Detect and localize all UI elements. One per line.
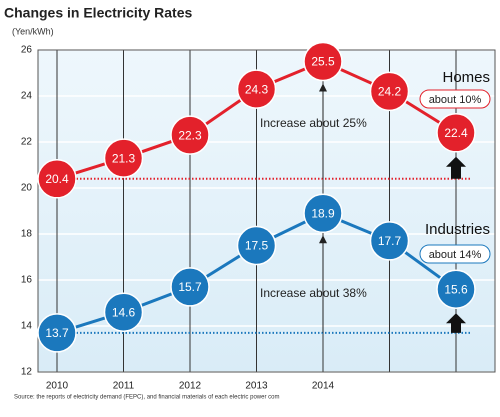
annotation: Increase about 25% — [260, 116, 367, 130]
data-label: 15.7 — [178, 280, 202, 294]
legend-label: Industries — [425, 221, 490, 238]
annotation-box — [419, 244, 491, 264]
x-tick-label: 2012 — [179, 381, 202, 392]
y-axis-label: (Yen/kWh) — [12, 26, 54, 36]
x-tick-label: 2010 — [46, 381, 69, 392]
data-label: 18.9 — [311, 206, 335, 220]
data-point — [37, 159, 77, 199]
data-label: 25.5 — [311, 55, 335, 69]
legend-label: Homes — [442, 69, 490, 86]
x-tick-label: 2014 — [312, 381, 335, 392]
data-point — [436, 113, 476, 153]
data-point — [303, 193, 343, 234]
source-note: Source: the reports of electricity deman… — [14, 395, 279, 401]
data-label: 22.3 — [178, 128, 202, 142]
data-label: 21.3 — [112, 151, 136, 165]
data-point — [103, 138, 144, 178]
data-label: 14.6 — [112, 305, 136, 319]
annotations: Increase about 25% Increase about 38% ab… — [260, 89, 491, 300]
arrow-head — [319, 83, 327, 92]
annotation: Increase about 38% — [260, 286, 367, 300]
y-tick-label: 24 — [21, 91, 33, 102]
marks: 20.4 21.3 22.3 24.3 25.5 24.2 22.4 Homes 13.7 14.… — [37, 41, 490, 353]
data-point — [103, 292, 144, 332]
y-tick-label: 12 — [21, 367, 33, 378]
data-label: 17.5 — [245, 239, 269, 253]
annotation: about 14% — [429, 249, 482, 261]
arrow-head — [319, 235, 327, 244]
data-point — [170, 115, 210, 155]
y-tick-label: 26 — [21, 45, 33, 56]
data-label: 17.7 — [378, 234, 402, 248]
data-point — [436, 269, 476, 309]
data-point — [236, 69, 277, 109]
data-point — [303, 41, 343, 82]
data-point — [170, 267, 210, 307]
data-label: 20.4 — [45, 172, 69, 186]
annotation-box — [419, 89, 491, 109]
y-tick-label: 20 — [21, 183, 33, 194]
x-tick-label: 2011 — [113, 381, 135, 392]
x-tick-label: 2013 — [245, 381, 268, 392]
data-point — [236, 225, 277, 266]
y-tick-label: 16 — [21, 275, 33, 286]
data-point — [369, 221, 410, 261]
y-tick-label: 14 — [21, 321, 33, 332]
plot-border — [37, 49, 496, 373]
data-label: 13.7 — [45, 326, 69, 340]
annotation: about 10% — [429, 94, 482, 106]
data-label: 24.2 — [378, 85, 402, 99]
data-label: 22.4 — [444, 126, 468, 140]
y-tick-label: 18 — [21, 229, 33, 240]
y-tick-label: 22 — [21, 137, 33, 148]
data-label: 15.6 — [444, 282, 468, 296]
data-label: 24.3 — [245, 82, 269, 96]
chart-title: Changes in Electricity Rates — [4, 5, 193, 21]
thick-arrow — [446, 313, 466, 333]
data-point — [369, 71, 410, 112]
thick-arrow — [446, 156, 466, 179]
data-point — [37, 313, 77, 353]
